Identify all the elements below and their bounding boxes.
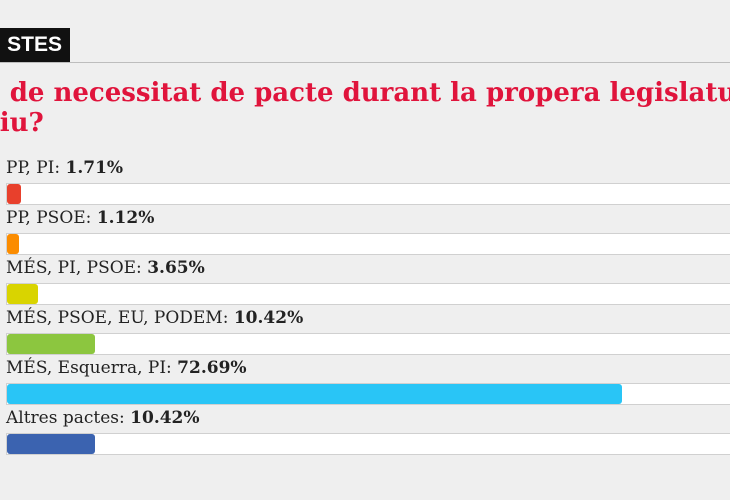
poll-option-name: MÉS, PI, PSOE: — [6, 258, 148, 278]
poll-option-label: MÉS, PSOE, EU, PODEM: 10.42% — [6, 308, 303, 328]
poll-option-label: MÉS, Esquerra, PI: 72.69% — [6, 358, 247, 378]
poll-option-name: PP, PI: — [6, 158, 66, 178]
poll-option-name: MÉS, PSOE, EU, PODEM: — [6, 308, 234, 328]
poll-option: Altres pactes: 10.42% — [0, 408, 730, 458]
poll-question-line-1: s de necessitat de pacte durant la prope… — [0, 78, 730, 108]
poll-option-bar-track — [6, 383, 730, 405]
poll-option-bar-fill — [7, 234, 19, 254]
poll-option: MÉS, PI, PSOE: 3.65% — [0, 258, 730, 308]
poll-option-name: Altres pactes: — [6, 408, 131, 428]
poll-option: PP, PSOE: 1.12% — [0, 208, 730, 258]
poll-option-percent: 72.69% — [177, 358, 247, 378]
poll-option-bar-fill — [7, 284, 38, 304]
poll-option-bar-fill — [7, 384, 622, 404]
poll-option-bar-fill — [7, 334, 96, 354]
poll-option-label: PP, PI: 1.71% — [6, 158, 123, 178]
poll-option-name: PP, PSOE: — [6, 208, 97, 228]
section-tag-label: STES — [7, 33, 62, 56]
section-tag: STES — [0, 28, 70, 62]
poll-option-percent: 10.42% — [233, 308, 304, 328]
section-header: STES — [0, 28, 730, 63]
poll-option-percent: 10.42% — [130, 408, 200, 428]
poll-option: PP, PI: 1.71% — [0, 158, 730, 208]
poll-option-percent: 1.71% — [65, 158, 124, 178]
poll-option-bar-track — [6, 333, 730, 355]
poll-option-percent: 3.65% — [147, 258, 205, 278]
poll-option-label: Altres pactes: 10.42% — [6, 408, 200, 428]
poll-option: MÉS, PSOE, EU, PODEM: 10.42% — [0, 308, 730, 358]
poll-option: MÉS, Esquerra, PI: 72.69% — [0, 358, 730, 408]
poll-option-bar-fill — [7, 434, 96, 454]
poll-option-bar-fill — [7, 184, 22, 204]
poll-option-name: MÉS, Esquerra, PI: — [6, 358, 178, 378]
poll-option-bar-track — [6, 183, 730, 205]
poll-option-label: PP, PSOE: 1.12% — [6, 208, 154, 228]
poll-question-line-2: riu? — [0, 108, 44, 138]
poll-option-percent: 1.12% — [96, 208, 155, 228]
poll-option-bar-track — [6, 233, 730, 255]
poll-question: s de necessitat de pacte durant la prope… — [0, 78, 730, 138]
poll-option-bar-track — [6, 283, 730, 305]
poll-option-bar-track — [6, 433, 730, 455]
poll-option-label: MÉS, PI, PSOE: 3.65% — [6, 258, 205, 278]
